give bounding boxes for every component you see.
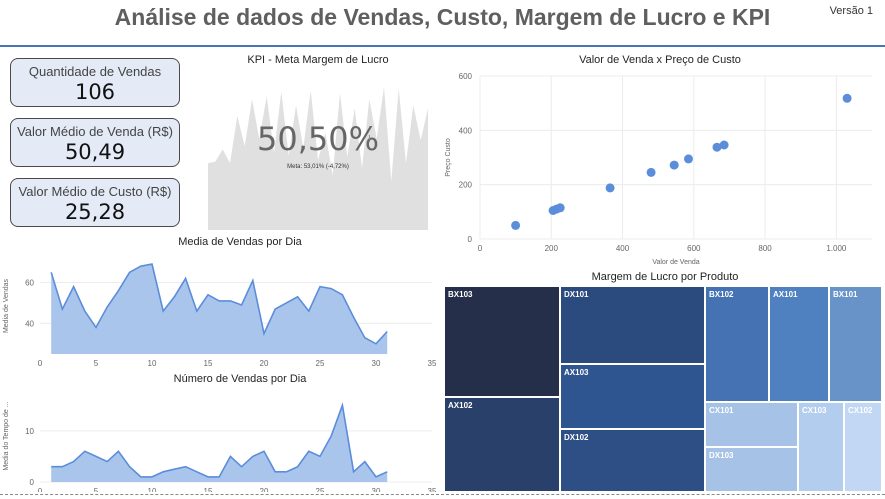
treemap-cell[interactable]: AX102 bbox=[444, 397, 560, 492]
scatter-chart[interactable]: 0 200 400 600 800 1.000 0 200 400 600 Valor de Ven… bbox=[440, 66, 880, 266]
treemap-label: DX102 bbox=[564, 433, 589, 442]
scatter-x-label: Valor de Venda bbox=[652, 259, 699, 266]
scatter-y-label: Preço Custo bbox=[445, 138, 452, 177]
treemap-label: CX102 bbox=[848, 406, 873, 415]
card-value: 106 bbox=[74, 80, 116, 104]
x-tick: 20 bbox=[260, 359, 269, 366]
y-tick: 60 bbox=[25, 279, 34, 288]
scatter-y-tick: 600 bbox=[459, 72, 473, 81]
scatter-point bbox=[555, 203, 565, 213]
treemap-cell[interactable]: CX101 bbox=[705, 402, 798, 447]
treemap-cell[interactable]: CX102 bbox=[844, 402, 882, 492]
treemap-label: AX102 bbox=[448, 401, 473, 410]
x-tick: 20 bbox=[260, 487, 269, 492]
page-title: Análise de dados de Vendas, Custo, Marge… bbox=[114, 4, 771, 30]
scatter-point bbox=[646, 167, 656, 177]
scatter-y-tick: 200 bbox=[459, 181, 473, 190]
card-label: Valor Médio de Venda (R$) bbox=[17, 124, 173, 139]
treemap-chart[interactable]: BX103 AX102 DX101 AX103 DX102 BX102 AX10… bbox=[444, 286, 882, 492]
kpi-indicator: ! bbox=[368, 134, 371, 145]
scatter-point bbox=[719, 140, 729, 150]
y-axis-label: Media de Vendas bbox=[3, 278, 10, 333]
treemap-label: DX101 bbox=[564, 290, 589, 299]
treemap-cell[interactable]: BX101 bbox=[829, 286, 882, 402]
header-divider bbox=[0, 45, 885, 47]
treemap-label: CX103 bbox=[802, 406, 827, 415]
kpi-value: 50,50% bbox=[256, 120, 379, 158]
x-tick: 35 bbox=[428, 359, 437, 366]
card-quantidade-vendas[interactable]: Quantidade de Vendas 106 bbox=[10, 58, 180, 107]
card-value: 50,49 bbox=[64, 140, 126, 164]
treemap-cell[interactable]: BX102 bbox=[705, 286, 769, 402]
scatter-x-tick: 800 bbox=[758, 244, 772, 253]
x-tick: 5 bbox=[94, 487, 99, 492]
treemap-label: BX101 bbox=[833, 290, 858, 299]
kpi-area bbox=[208, 87, 428, 230]
treemap-cell[interactable]: BX103 bbox=[444, 286, 560, 397]
x-tick: 25 bbox=[316, 487, 325, 492]
series-line bbox=[50, 263, 388, 345]
treemap-label: CX101 bbox=[709, 406, 734, 415]
card-valor-medio-custo[interactable]: Valor Médio de Custo (R$) 25,28 bbox=[10, 178, 180, 227]
x-tick: 5 bbox=[94, 359, 99, 366]
x-tick: 30 bbox=[372, 359, 381, 366]
treemap-label: AX101 bbox=[773, 290, 798, 299]
media-vendas-chart[interactable]: 40 60 0 5 10 15 20 25 30 35 Media de Vendas bbox=[0, 250, 440, 366]
card-value: 25,28 bbox=[64, 200, 126, 224]
y-axis-label: Media do Tempo de ... bbox=[3, 401, 10, 470]
numero-chart-title: Número de Vendas por Dia bbox=[173, 373, 307, 385]
series-line bbox=[51, 402, 388, 478]
treemap-label: AX103 bbox=[564, 368, 589, 377]
x-tick: 15 bbox=[204, 359, 213, 366]
treemap-cell[interactable]: DX102 bbox=[560, 429, 705, 492]
scatter-x-tick: 0 bbox=[478, 244, 483, 253]
y-tick: 10 bbox=[25, 427, 34, 436]
series-area bbox=[51, 264, 388, 354]
x-tick: 30 bbox=[372, 487, 381, 492]
series-area bbox=[51, 405, 388, 482]
media-chart-title: Media de Vendas por Dia bbox=[178, 236, 302, 248]
scatter-x-tick: 1.000 bbox=[826, 244, 847, 253]
y-tick: 40 bbox=[25, 319, 34, 328]
scatter-point bbox=[669, 160, 679, 170]
kpi-chart-title: KPI - Meta Margem de Lucro bbox=[247, 54, 389, 66]
scatter-point bbox=[511, 220, 521, 230]
scatter-point bbox=[605, 183, 615, 193]
treemap-label: DX103 bbox=[709, 451, 734, 460]
footer-divider bbox=[0, 494, 885, 495]
scatter-x-tick: 400 bbox=[616, 244, 630, 253]
treemap-label: BX102 bbox=[709, 290, 734, 299]
treemap-title: Margem de Lucro por Produto bbox=[591, 271, 739, 283]
kpi-goal: Meta: 53,01% (-4,72%) bbox=[287, 164, 349, 170]
x-tick: 0 bbox=[38, 359, 43, 366]
version-label: Versão 1 bbox=[829, 5, 873, 17]
card-label: Valor Médio de Custo (R$) bbox=[18, 184, 172, 199]
scatter-point bbox=[684, 154, 693, 164]
treemap-cell[interactable]: DX103 bbox=[705, 447, 798, 492]
treemap-cell[interactable]: CX103 bbox=[798, 402, 844, 492]
scatter-x-tick: 600 bbox=[687, 244, 701, 253]
treemap-cell[interactable]: DX101 bbox=[560, 286, 705, 364]
scatter-point bbox=[842, 93, 852, 103]
scatter-x-tick: 200 bbox=[545, 244, 559, 253]
x-tick: 25 bbox=[316, 359, 325, 366]
treemap-cell[interactable]: AX101 bbox=[769, 286, 829, 402]
numero-vendas-chart[interactable]: 0 10 0 5 10 15 20 25 30 35 Media do Tempo de ... bbox=[0, 386, 440, 492]
x-tick: 15 bbox=[204, 487, 213, 492]
card-label: Quantidade de Vendas bbox=[28, 64, 162, 79]
y-tick: 0 bbox=[30, 478, 35, 487]
x-tick: 10 bbox=[148, 487, 157, 492]
x-tick: 10 bbox=[148, 359, 157, 366]
treemap-cell[interactable]: AX103 bbox=[560, 364, 705, 429]
scatter-y-tick: 400 bbox=[459, 126, 473, 135]
kpi-area-chart[interactable] bbox=[200, 68, 436, 233]
scatter-chart-title: Valor de Venda x Preço de Custo bbox=[579, 54, 741, 66]
card-valor-medio-venda[interactable]: Valor Médio de Venda (R$) 50,49 bbox=[10, 118, 180, 167]
x-tick: 35 bbox=[428, 487, 437, 492]
scatter-y-tick: 0 bbox=[468, 235, 473, 244]
scatter-point bbox=[712, 142, 722, 152]
treemap-label: BX103 bbox=[448, 290, 473, 299]
x-tick: 0 bbox=[38, 487, 43, 492]
